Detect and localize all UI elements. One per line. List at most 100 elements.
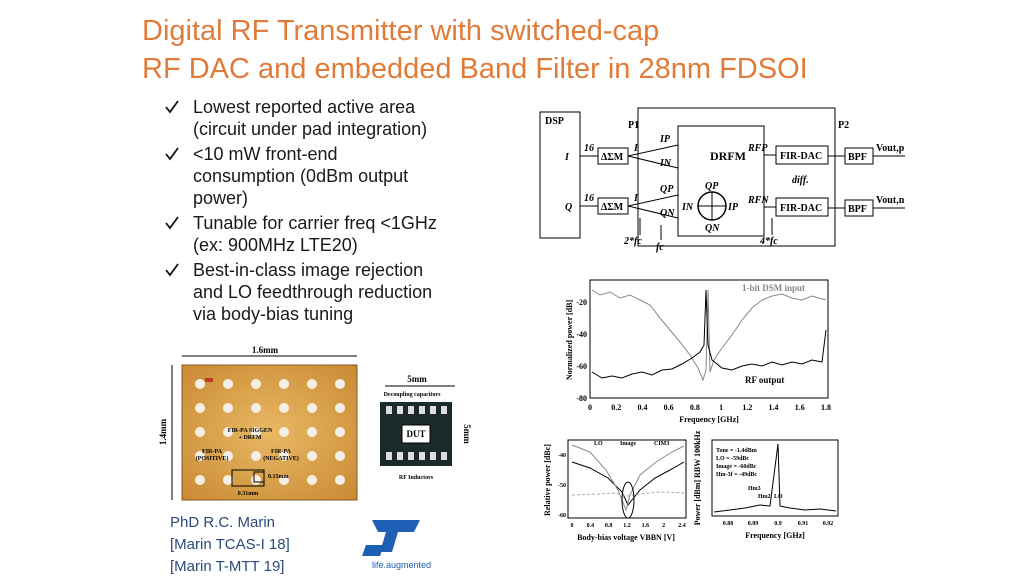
label: Q bbox=[565, 202, 572, 213]
label: diff. bbox=[792, 175, 809, 186]
label: QP bbox=[705, 181, 719, 192]
capacitor bbox=[430, 452, 436, 460]
legend-label: LO bbox=[594, 441, 603, 447]
label: Decoupling capacitors bbox=[384, 392, 441, 398]
label: + DRFM bbox=[239, 435, 262, 441]
marker-label: Hm3 bbox=[748, 486, 761, 492]
y-tick-label: -40 bbox=[558, 453, 566, 459]
label: Vout,p bbox=[876, 143, 905, 154]
x-tick-label: 0.4 bbox=[637, 403, 647, 412]
label: I bbox=[564, 152, 570, 163]
label: DUT bbox=[406, 429, 425, 439]
label: 4*fc bbox=[759, 236, 778, 247]
label: FIR-PA SIGGEN bbox=[228, 428, 273, 434]
label: fc bbox=[656, 242, 664, 253]
title-line: RF DAC and embedded Band Filter in 28nm … bbox=[142, 53, 808, 85]
logo-text: life.augmented bbox=[372, 560, 431, 570]
marker-label: Hm2 bbox=[758, 494, 771, 500]
pad bbox=[307, 427, 317, 437]
label: Vout,n bbox=[876, 195, 905, 206]
label: P2 bbox=[838, 120, 849, 131]
marker-label: LO bbox=[774, 494, 783, 500]
pad bbox=[251, 403, 261, 413]
annotation: RF output bbox=[745, 375, 784, 385]
bullet-text: <10 mW front-end bbox=[193, 144, 338, 164]
label: I bbox=[633, 193, 639, 204]
capacitor bbox=[408, 406, 414, 414]
capacitor bbox=[397, 406, 403, 414]
pad bbox=[251, 427, 261, 437]
axis-label: Normalized power [dB] bbox=[565, 300, 574, 381]
x-tick-label: 0.6 bbox=[664, 403, 674, 412]
pad bbox=[195, 451, 205, 461]
x-tick-label: 0.8 bbox=[690, 403, 700, 412]
x-tick-label: 1.6 bbox=[642, 523, 650, 529]
x-tick-label: 1 bbox=[719, 403, 723, 412]
x-tick-label: 0.92 bbox=[823, 521, 834, 527]
bullet-text: power) bbox=[193, 188, 248, 208]
y-tick-label: -20 bbox=[576, 298, 587, 307]
pad bbox=[251, 475, 261, 485]
x-tick-label: 2 bbox=[662, 523, 665, 529]
pad bbox=[195, 427, 205, 437]
label: DRFM bbox=[710, 149, 746, 163]
pad bbox=[335, 403, 345, 413]
label: IN bbox=[659, 158, 672, 169]
capacitor bbox=[430, 406, 436, 414]
x-tick-label: 0.88 bbox=[723, 521, 734, 527]
capacitor bbox=[441, 452, 447, 460]
label: 16 bbox=[584, 143, 594, 154]
check-icon bbox=[165, 147, 179, 161]
check-icon bbox=[165, 216, 179, 230]
label: IN bbox=[681, 202, 694, 213]
dimension: 5mm bbox=[462, 424, 472, 444]
label: IP bbox=[659, 134, 671, 145]
bullet-text: Best-in-class image rejection bbox=[193, 260, 423, 280]
pad bbox=[279, 379, 289, 389]
capacitor bbox=[419, 406, 425, 414]
pad bbox=[223, 475, 233, 485]
label: RFN bbox=[747, 195, 769, 206]
x-tick-label: 1.2 bbox=[742, 403, 752, 412]
y-tick-label: -80 bbox=[576, 394, 587, 403]
dimension: 5mm bbox=[407, 374, 427, 384]
annotation: 1-bit DSM input bbox=[742, 283, 805, 293]
bullet-text: (circuit under pad integration) bbox=[193, 119, 427, 139]
label: (NEGATIVE) bbox=[263, 455, 299, 462]
x-tick-label: 0.9 bbox=[774, 521, 782, 527]
axis-label: Frequency [GHz] bbox=[679, 415, 739, 424]
note: Tone = -1.4dBm bbox=[716, 448, 757, 454]
x-tick-label: 1.2 bbox=[623, 523, 631, 529]
pad bbox=[251, 451, 261, 461]
credit-line: [Marin T-MTT 19] bbox=[170, 558, 284, 575]
y-tick-label: -60 bbox=[558, 513, 566, 519]
label: QN bbox=[705, 223, 720, 234]
pad bbox=[223, 427, 233, 437]
pad bbox=[279, 475, 289, 485]
pad bbox=[195, 379, 205, 389]
pad bbox=[279, 451, 289, 461]
pad bbox=[279, 427, 289, 437]
pad bbox=[223, 379, 233, 389]
pad bbox=[307, 379, 317, 389]
x-tick-label: 1.4 bbox=[769, 403, 779, 412]
spectrum-figure: Normalized power [dB] Frequency [GHz] 1-… bbox=[565, 279, 831, 424]
pad bbox=[195, 475, 205, 485]
pad bbox=[195, 403, 205, 413]
pad bbox=[223, 451, 233, 461]
dimension: 0.31mm bbox=[238, 491, 259, 497]
bullet-text: consumption (0dBm output bbox=[193, 166, 408, 186]
note: LO = -59dBc bbox=[716, 456, 749, 462]
note: Image = -60dBc bbox=[716, 464, 757, 470]
capacitor bbox=[386, 452, 392, 460]
x-tick-label: 0.2 bbox=[611, 403, 621, 412]
label: FIR-DAC bbox=[780, 151, 822, 162]
check-icon bbox=[165, 100, 179, 114]
capacitor bbox=[397, 452, 403, 460]
capacitor bbox=[441, 406, 447, 414]
label: ΔΣM bbox=[601, 152, 624, 163]
dimension: 1.6mm bbox=[252, 345, 279, 355]
y-tick-label: -50 bbox=[558, 483, 566, 489]
